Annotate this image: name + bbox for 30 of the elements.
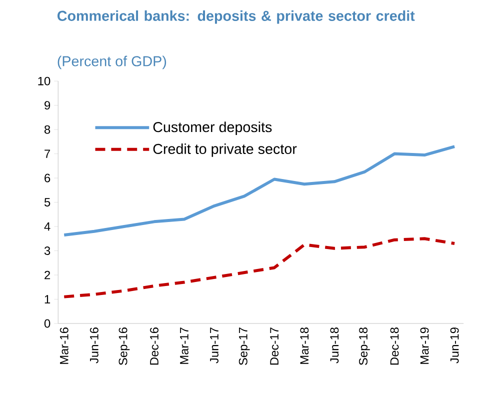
x-tick-label: Dec-17 bbox=[270, 328, 279, 365]
x-tick-label: Jun-16 bbox=[90, 328, 98, 364]
chart-title: Commerical banks: deposits & private sector credit bbox=[58, 10, 415, 24]
x-tick-label: Sep-18 bbox=[359, 328, 370, 365]
y-tick-label: 5 bbox=[44, 198, 50, 206]
x-tick-label: Mar-19 bbox=[420, 328, 429, 364]
x-tick-label: Jun-18 bbox=[330, 328, 339, 364]
y-tick-label: 7 bbox=[44, 150, 50, 158]
x-tick-label: Mar-18 bbox=[300, 328, 309, 364]
x-tick-label: Dec-16 bbox=[150, 328, 158, 365]
y-tick-label: 10 bbox=[38, 76, 50, 86]
x-tick-label: Jun-19 bbox=[450, 328, 459, 364]
y-tick-label: 4 bbox=[44, 222, 50, 231]
y-tick-label: 2 bbox=[44, 270, 50, 280]
chart-subtitle: (Percent of GDP) bbox=[58, 56, 166, 70]
x-tick-label: Dec-18 bbox=[390, 328, 399, 365]
line-series bbox=[62, 145, 456, 236]
x-tick-label: Jun-17 bbox=[210, 328, 218, 364]
y-tick-label: 0 bbox=[44, 319, 50, 328]
x-tick-label: Mar-17 bbox=[180, 328, 188, 364]
x-tick-label: Mar-16 bbox=[60, 328, 68, 364]
y-tick-label: 8 bbox=[44, 125, 50, 134]
y-tick-label: 1 bbox=[44, 295, 50, 304]
legend-label: Credit to private sector bbox=[153, 143, 297, 157]
y-tick-label: 3 bbox=[44, 246, 50, 255]
x-tick-label: Sep-17 bbox=[238, 328, 250, 365]
x-tick-label: Sep-16 bbox=[118, 328, 130, 365]
legend-label: Customer deposits bbox=[153, 122, 272, 135]
y-tick-label: 9 bbox=[44, 101, 50, 110]
y-tick-label: 6 bbox=[44, 174, 50, 182]
